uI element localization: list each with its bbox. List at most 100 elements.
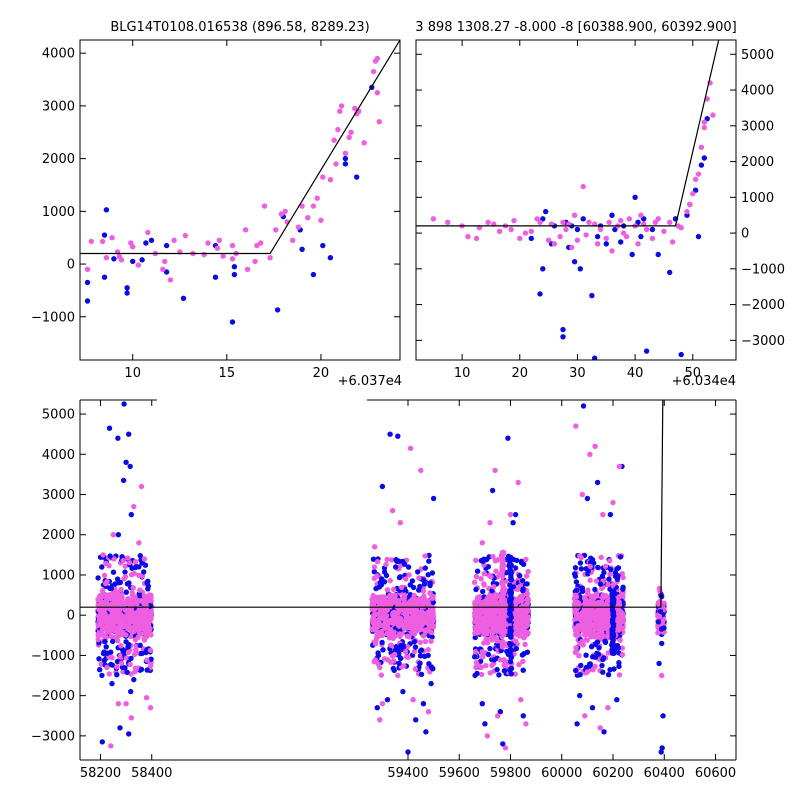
top-left-point-0-16	[213, 275, 218, 280]
bottom-wing-0-150	[114, 664, 119, 669]
bottom-cloud-top-1-209	[395, 603, 400, 608]
bottom-wing-0-118	[144, 657, 149, 662]
top-right-point-0-14	[578, 266, 583, 271]
top-left-point-1-7	[119, 257, 124, 262]
bottom-wing-1-115	[428, 639, 433, 644]
bottom-wing-2-33	[520, 652, 525, 657]
bottom-wing-1-44	[379, 640, 384, 645]
bottom-wing-1-121	[379, 582, 384, 587]
bottom-wing-0-132	[106, 563, 111, 568]
bottom-wing-1-98	[401, 663, 406, 668]
bottom-cloud-top-2-217	[479, 618, 484, 623]
bottom-wing-2-147	[519, 560, 524, 565]
bottom-wing-1-118	[391, 658, 396, 663]
bottom-cloud-top-0-214	[146, 621, 151, 626]
bottom-outlier-b-0-8	[131, 504, 136, 509]
top-left-ytick-label-0: −1000	[31, 310, 75, 325]
bottom-outlier-b-2-5	[523, 721, 528, 726]
bottom-outlier-b-0-11	[104, 665, 109, 670]
bottom-cloud-top-0-170	[114, 601, 119, 606]
top-right-point-1-33	[604, 236, 609, 241]
bottom-wing-0-142	[145, 580, 150, 585]
bottom-cloud-top-2-190	[487, 614, 492, 619]
bottom-wing-1-108	[430, 570, 435, 575]
bottom-outlier-a-1-1	[387, 432, 392, 437]
bottom-wing-1-156	[427, 583, 432, 588]
bottom-wing-2-158	[474, 660, 479, 665]
top-right-point-0-41	[702, 155, 707, 160]
top-left-ytick-label-5: 4000	[42, 47, 75, 62]
bottom-wing-2-143	[520, 578, 525, 583]
bottom-wing-1-59	[375, 650, 380, 655]
bottom-wing-1-157	[403, 576, 408, 581]
bottom-cloud-top-0-175	[148, 593, 153, 598]
top-left-point-0-11	[149, 238, 154, 243]
top-left-point-0-27	[343, 156, 348, 161]
top-right-point-1-61	[702, 120, 707, 125]
top-left-point-0-8	[130, 259, 135, 264]
bottom-wing-2-20	[487, 646, 492, 651]
bottom-wing-2-114	[480, 559, 485, 564]
bottom-wing-0-3	[95, 575, 100, 580]
bottom-cloud-top-1-119	[427, 590, 432, 595]
top-left-point-1-2	[100, 239, 105, 244]
bottom-wing-1-80	[383, 562, 388, 567]
top-left-point-1-59	[362, 140, 367, 145]
bottom-wing-1-125	[419, 672, 424, 677]
top-left-point-1-48	[331, 138, 336, 143]
bottom-wing-2-26	[475, 569, 480, 574]
bottom-cloud-top-1-162	[403, 614, 408, 619]
bottom-cloud-top-1-176	[389, 600, 394, 605]
top-right-point-1-13	[523, 230, 528, 235]
bottom-wing-2-155	[526, 569, 531, 574]
bottom-cloud-top-0-213	[124, 616, 129, 621]
top-right-ytick-label-6: 3000	[741, 119, 774, 134]
bottom-wing-1-30	[375, 559, 380, 564]
bottom-wing-0-130	[139, 651, 144, 656]
top-right-xtick-label-1: 20	[512, 366, 529, 381]
bottom-cloud-top-2-150	[514, 611, 519, 616]
top-left-point-1-50	[335, 127, 340, 132]
top-left-point-1-35	[273, 227, 278, 232]
bottom-wing-1-85	[416, 587, 421, 592]
bottom-wing-0-89	[148, 663, 153, 668]
bottom-outlier-b-0-3	[123, 701, 128, 706]
top-right-point-1-56	[690, 191, 695, 196]
top-right-point-1-19	[552, 241, 557, 246]
bottom-cloud-top-2-212	[488, 598, 493, 603]
bottom-wing-0-128	[138, 643, 143, 648]
bottom-outlier-b-1-2	[408, 446, 413, 451]
bottom-cloud-1-858	[430, 596, 435, 601]
bottom-outlier-a-0-5	[126, 432, 131, 437]
top-right-point-0-13	[575, 227, 580, 232]
top-right-ytick-label-4: 1000	[741, 191, 774, 206]
bottom-wing-2-102	[493, 558, 498, 563]
top-right-xtick-label-3: 40	[627, 366, 644, 381]
top-left-xtick-label-1: 15	[219, 366, 236, 381]
bottom-outlier-b-1-6	[398, 520, 403, 525]
bottom-outlier-a-0-7	[128, 689, 133, 694]
top-right-point-1-45	[644, 227, 649, 232]
bottom-wing-2-157	[480, 654, 485, 659]
top-right-point-1-51	[670, 239, 675, 244]
bottom-wing-0-152	[102, 573, 107, 578]
bottom-cloud-top-0-142	[104, 598, 109, 603]
bottom-wing-2-10	[479, 672, 484, 677]
bottom-outlier-b-0-5	[144, 695, 149, 700]
top-right-point-0-32	[656, 252, 661, 257]
bottom-wing-2-61	[473, 587, 478, 592]
bottom-cloud-top-0-149	[126, 622, 131, 627]
top-left-ytick-label-3: 2000	[42, 152, 75, 167]
bottom-wing-0-29	[142, 637, 147, 642]
bottom-wing-2-27	[523, 557, 528, 562]
bottom-wing-0-157	[134, 650, 139, 655]
bottom-cloud-top-1-217	[412, 624, 417, 629]
bottom-wing-2-111	[489, 663, 494, 668]
bottom-outlier-a-1-6	[431, 496, 436, 501]
top-left-point-0-28	[343, 161, 348, 166]
bottom-wing-0-31	[99, 673, 104, 678]
bottom-cloud-top-0-206	[117, 608, 122, 613]
bottom-outlier-a-0-6	[128, 464, 133, 469]
top-left-point-0-3	[102, 232, 107, 237]
